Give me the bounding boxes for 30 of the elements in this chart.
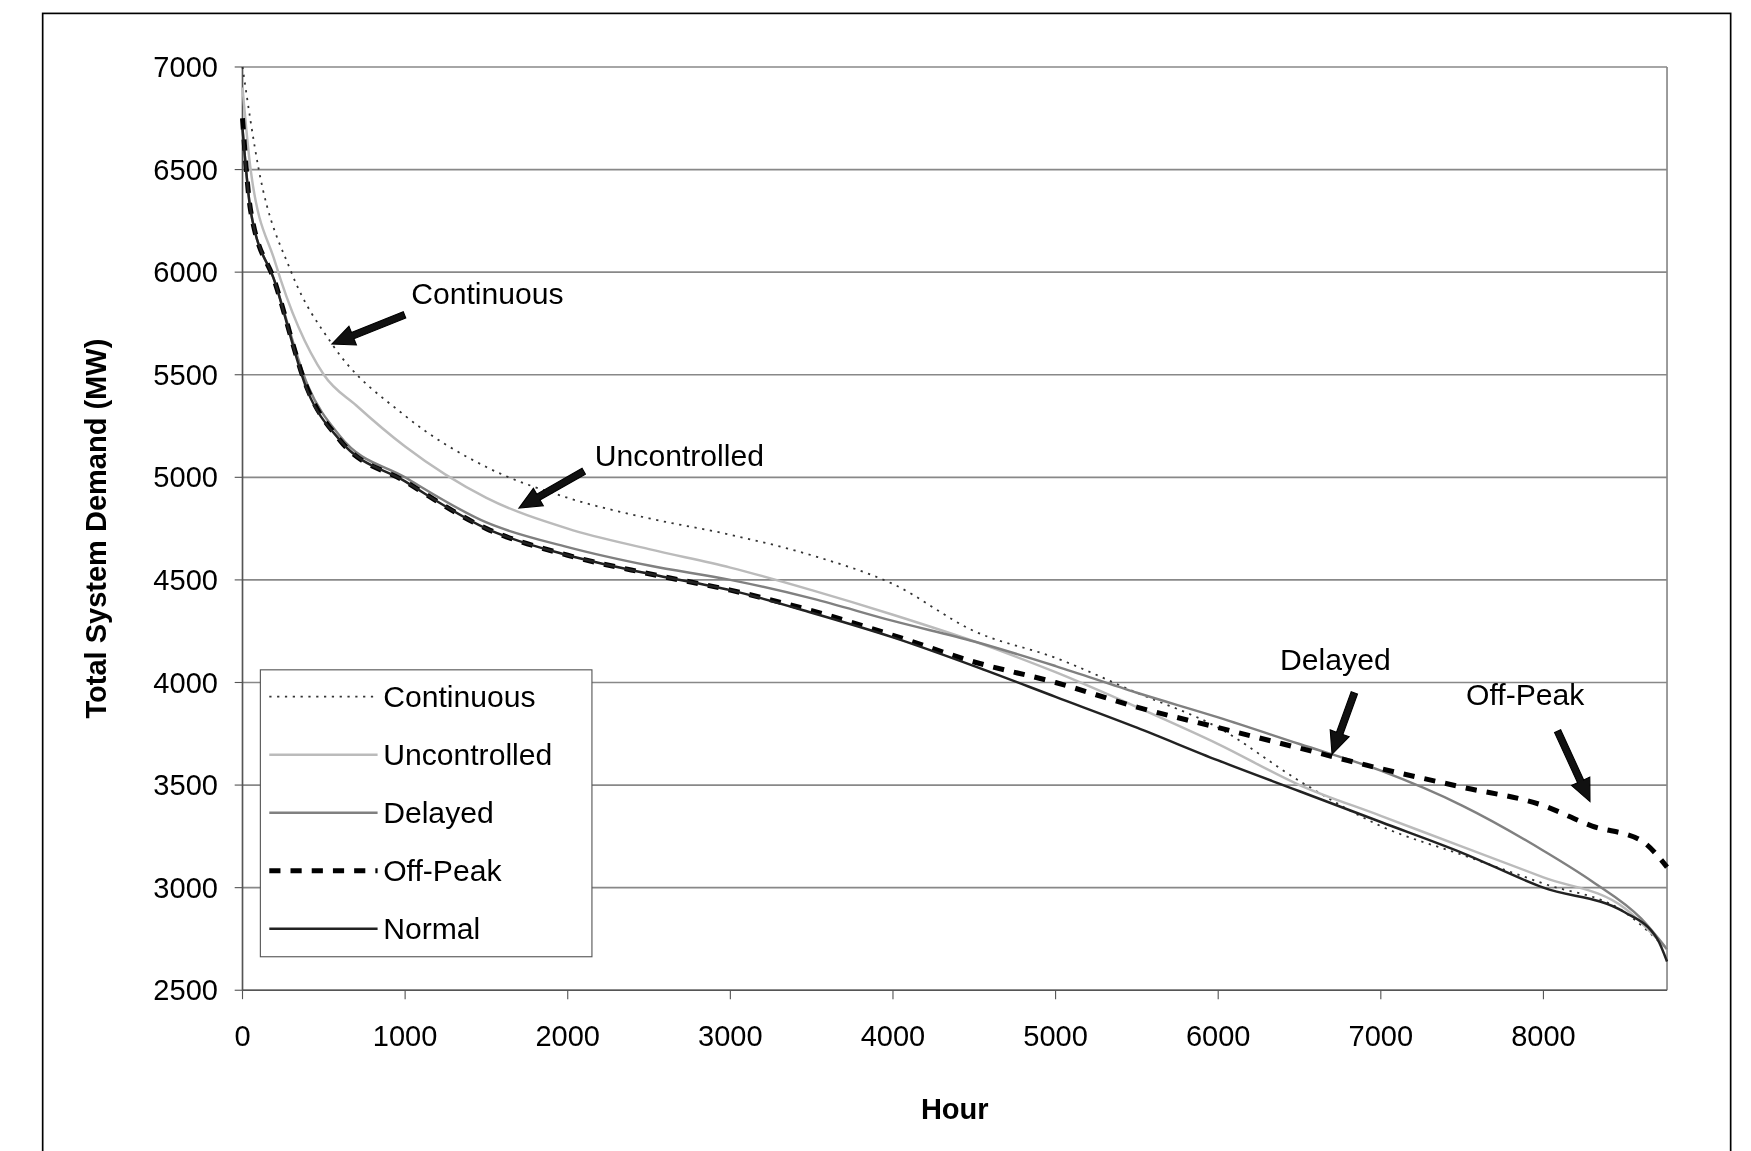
legend-label: Uncontrolled (383, 738, 553, 772)
x-tick-label: 8000 (1511, 1020, 1576, 1053)
legend-label: Continuous (383, 680, 536, 714)
y-tick-label: 3500 (153, 769, 218, 802)
y-tick-label: 4500 (153, 564, 218, 597)
x-tick-label: 5000 (1023, 1020, 1088, 1053)
y-tick-label: 5000 (153, 461, 218, 494)
x-tick-label: 1000 (372, 1020, 438, 1053)
y-axis-title: Total System Demand (MW) (80, 338, 113, 719)
legend-label: Delayed (383, 796, 494, 830)
x-tick-label: 3000 (698, 1020, 763, 1053)
y-tick-label: 6000 (153, 256, 218, 289)
y-tick-label: 5500 (153, 358, 218, 391)
y-tick-label: 3000 (153, 871, 218, 904)
legend-label: Normal (383, 912, 481, 946)
y-tick-label: 2500 (153, 974, 218, 1007)
x-tick-label: 0 (234, 1020, 251, 1053)
x-tick-label: 6000 (1185, 1020, 1251, 1053)
legend-label: Off-Peak (383, 854, 503, 888)
annotation: Uncontrolled (594, 439, 765, 473)
y-tick-label: 4000 (153, 666, 218, 699)
annotation: Continuous (411, 277, 564, 311)
y-tick-label: 6500 (153, 153, 218, 186)
annotation: Off-Peak (1466, 677, 1586, 711)
x-tick-label: 4000 (860, 1020, 926, 1053)
x-tick-label: 2000 (535, 1020, 601, 1053)
annotation: Delayed (1280, 642, 1391, 676)
y-tick-label: 7000 (153, 51, 218, 84)
x-tick-label: 7000 (1348, 1020, 1414, 1053)
x-axis-title: Hour (920, 1092, 989, 1125)
